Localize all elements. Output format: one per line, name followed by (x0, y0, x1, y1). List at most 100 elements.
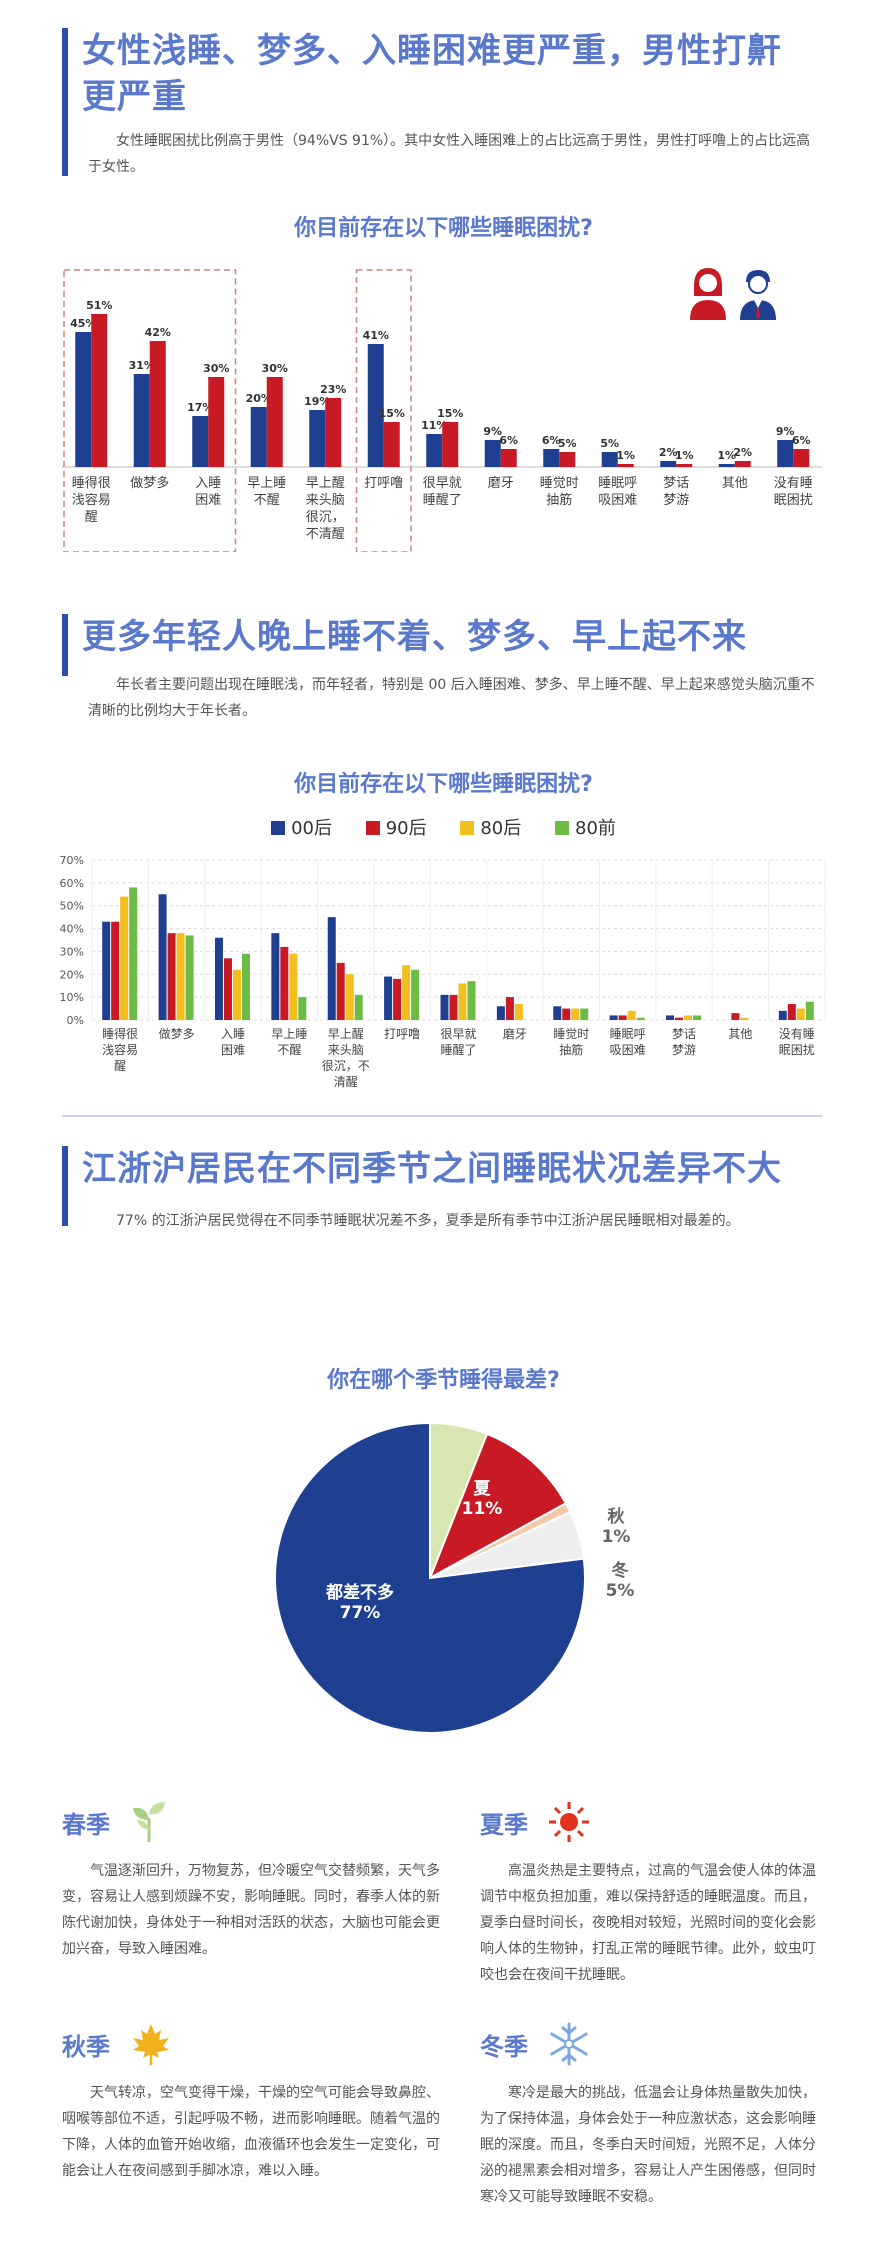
bar (505, 997, 514, 1020)
bar (250, 407, 267, 467)
bar (609, 1015, 618, 1020)
category-label: 来头脑 (306, 493, 345, 508)
legend-item-80: 80后 (460, 818, 521, 839)
category-label: 醒 (85, 510, 98, 525)
category-label: 醒 (114, 1059, 126, 1073)
highlight-box (63, 269, 237, 552)
category-label: 磨牙 (503, 1027, 527, 1041)
category-label: 睡醒了 (423, 493, 462, 508)
bar (102, 921, 111, 1020)
category-label: 抽筋 (546, 492, 572, 508)
data-label: 42% (145, 326, 171, 339)
legend-label: 00后 (291, 818, 332, 839)
sun-icon (549, 1802, 590, 1842)
bar (91, 314, 108, 467)
slice-value-label: 1% (602, 1527, 631, 1547)
category-label: 来头脑 (328, 1043, 364, 1057)
bar (627, 1010, 636, 1020)
category-label: 入睡 (221, 1027, 245, 1041)
bar (731, 1013, 740, 1020)
season-winter: 冬季 寒冷是最大的挑战，低温会让身体热量散失加快，为了保持体温，身体会处于一种应… (480, 2022, 825, 2210)
bar (167, 933, 176, 1020)
slice-label: 夏 (474, 1479, 492, 1499)
category-label: 早上醒 (328, 1027, 364, 1041)
bar (777, 440, 794, 467)
data-label: 9% (483, 425, 502, 438)
category-label: 磨牙 (488, 476, 514, 491)
bar (383, 422, 400, 467)
data-label: 51% (86, 299, 112, 312)
category-label: 其他 (722, 476, 748, 491)
section2-header: 更多年轻人晚上睡不着、梦多、早上起不来 (62, 614, 747, 676)
season-autumn-title: 秋季 (62, 2032, 110, 2061)
bar (185, 935, 194, 1020)
legend-item-80before: 80前 (555, 818, 616, 839)
data-label: 5% (600, 437, 619, 450)
bar (120, 896, 129, 1020)
bar (176, 933, 185, 1020)
y-tick-label: 40% (60, 923, 84, 936)
bar (458, 983, 467, 1020)
bar (500, 449, 517, 467)
section3-header: 江浙沪居民在不同季节之间睡眠状况差异不大 (62, 1146, 782, 1226)
bar (426, 434, 443, 467)
bar (129, 887, 138, 1020)
legend-label: 80后 (480, 818, 522, 839)
bar (271, 933, 280, 1020)
legend-swatch (271, 821, 286, 835)
data-label: 9% (776, 425, 795, 438)
bar (336, 962, 345, 1020)
category-label: 梦游 (663, 493, 689, 508)
bar (384, 976, 393, 1020)
category-label: 很沉， (306, 510, 345, 525)
section1-title-line2: 更严重 (82, 77, 187, 117)
bar (325, 398, 342, 467)
category-label: 梦话 (663, 476, 689, 491)
data-label: 2% (733, 446, 752, 459)
data-label: 15% (437, 407, 463, 420)
category-label: 睡眠呼 (598, 476, 637, 491)
bar (345, 974, 354, 1020)
pie-slice (274, 1421, 586, 1734)
bar (484, 440, 501, 467)
section3-title: 江浙沪居民在不同季节之间睡眠状况差异不大 (82, 1149, 782, 1189)
data-label: 2% (659, 446, 678, 459)
category-label: 其他 (728, 1027, 752, 1041)
bar (402, 965, 411, 1020)
y-tick-label: 10% (60, 991, 84, 1004)
gender-legend (690, 268, 776, 320)
y-tick-label: 0% (67, 1014, 84, 1027)
slice-value-label: 77% (340, 1603, 381, 1623)
chart1-title: 你目前存在以下哪些睡眠困扰? (294, 216, 593, 241)
slice-value-label: 5% (606, 1581, 635, 1601)
bar (327, 917, 336, 1020)
category-label: 清醒 (334, 1075, 358, 1089)
bar (618, 1015, 627, 1020)
legend-swatch (555, 821, 569, 835)
data-label: 23% (320, 383, 346, 396)
category-label: 困难 (195, 493, 221, 508)
category-label: 睡觉时 (553, 1027, 589, 1041)
data-label: 17% (187, 401, 213, 414)
legend-label: 90后 (385, 818, 427, 839)
bar (793, 449, 810, 467)
category-label: 打呼噜 (364, 476, 403, 491)
category-label: 不醒 (277, 1043, 301, 1057)
bar (192, 416, 209, 467)
bar (111, 921, 120, 1020)
bar (149, 341, 166, 467)
bar (636, 1017, 645, 1020)
bar (354, 994, 363, 1020)
data-label: 20% (246, 392, 272, 405)
sprout-icon (133, 1802, 166, 1842)
bar (440, 994, 449, 1020)
season-spring: 春季 气温逐渐回升，万物复苏，但冷暖空气交替频繁，天气多变，容易让人感到烦躁不安… (62, 1800, 442, 1962)
category-label: 很早就 (440, 1027, 476, 1041)
slice-label: 秋 (608, 1506, 626, 1527)
bar (241, 953, 250, 1020)
category-label: 浅容易 (102, 1042, 138, 1057)
data-label: 19% (304, 395, 330, 408)
category-label: 做梦多 (159, 1026, 195, 1041)
data-label: 6% (792, 434, 811, 447)
bar (214, 937, 223, 1020)
